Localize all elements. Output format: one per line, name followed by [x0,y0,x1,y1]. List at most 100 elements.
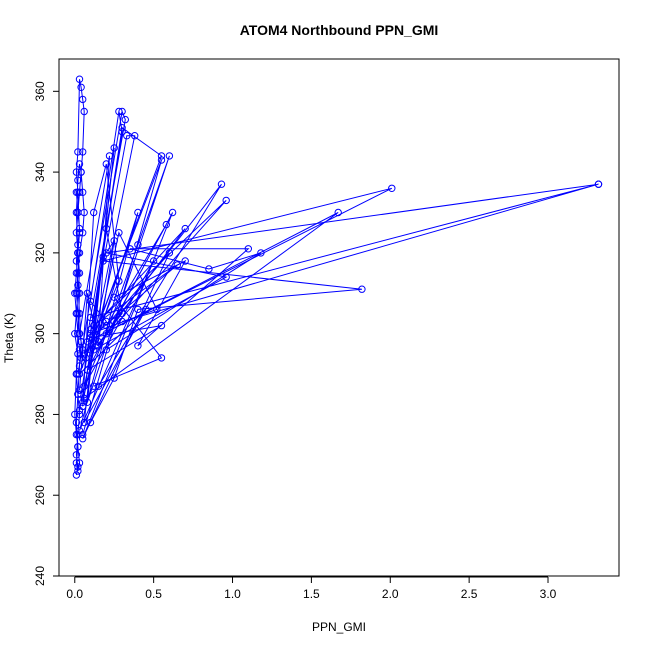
data-point [102,160,111,168]
data-point [83,366,92,374]
data-point [115,229,123,237]
data-point [72,289,81,297]
data-point [594,180,603,188]
series-8 [90,245,265,390]
data-point [162,220,171,229]
data-point [83,338,92,346]
data-point [83,289,92,297]
data-point [102,249,111,257]
x-axis-label: PPN_GMI [312,620,366,634]
data-point [110,374,118,382]
data-point [75,410,84,419]
x-tick-label: 0.5 [145,587,162,601]
x-tick-label: 0.0 [66,587,83,601]
data-point [74,241,82,249]
y-tick-label: 300 [33,323,47,343]
x-tick-label: 1.5 [303,587,320,601]
data-point [79,148,87,156]
data-point [121,115,130,124]
x-axis: 0.0 0.5 1.0 1.5 2.0 2.5 3.0 [66,576,557,601]
data-point [74,281,82,289]
data-point [149,257,158,265]
x-tick-label: 3.0 [540,587,557,601]
series-6 [79,180,226,443]
data-point [72,459,81,467]
data-point [157,321,166,330]
data-point [222,273,230,281]
data-point [75,330,84,338]
data-point [90,208,98,217]
data-point [74,467,82,475]
data-point [244,245,253,253]
data-point [110,293,118,301]
data-point [74,370,82,378]
data-point [123,132,131,140]
data-point [75,229,84,237]
data-point [79,398,87,406]
series-line [90,183,599,351]
data-point [86,418,95,427]
data-point [90,382,98,390]
data-point [79,435,87,443]
y-tick-label: 340 [33,162,47,182]
data-point [134,342,142,350]
data-point [72,257,81,265]
data-point [79,95,87,104]
y-tick-label: 260 [33,485,47,505]
data-point [334,208,342,217]
data-point [77,168,85,176]
data-point [75,75,84,83]
series-line [79,126,163,411]
data-point [102,346,111,354]
data-point [86,297,95,305]
data-point [181,257,189,265]
data-point [90,346,98,354]
data-point [99,257,107,265]
y-axis-label: Theta (K) [2,313,16,363]
data-point [75,426,84,435]
data-point [75,406,84,415]
data-point [94,382,103,390]
data-point [90,321,98,330]
data-point [388,184,396,193]
data-point [181,224,189,233]
data-point [74,208,82,217]
data-point [80,107,88,116]
x-tick-label: 2.5 [461,587,478,601]
data-point [217,180,226,188]
data-point [118,124,126,132]
data-point [75,160,84,168]
data-point [168,208,177,217]
data-point [86,330,95,338]
data-point [74,249,82,257]
data-point [75,289,84,297]
data-point [72,168,81,176]
series-3 [75,144,174,439]
series-layer [71,75,603,479]
data-point [72,188,81,197]
data-point [115,107,123,116]
data-point [71,330,79,338]
data-point [74,148,82,156]
series-line [79,147,170,435]
data-point [118,317,126,326]
x-tick-label: 2.0 [382,587,399,601]
y-tick-label: 240 [33,566,47,586]
data-point [134,208,142,217]
data-point [71,410,79,419]
data-point [157,152,166,160]
data-point [157,354,166,362]
y-tick-label: 360 [33,81,47,101]
data-point [72,451,81,459]
y-tick-label: 280 [33,404,47,424]
data-point [74,443,82,451]
data-point [173,261,182,269]
series-line [93,248,262,387]
y-axis: 240 260 280 300 320 340 360 [33,81,60,586]
data-point [86,313,95,322]
data-point [82,354,90,362]
data-point [77,83,85,92]
data-point [358,285,366,293]
data-point [131,132,139,140]
